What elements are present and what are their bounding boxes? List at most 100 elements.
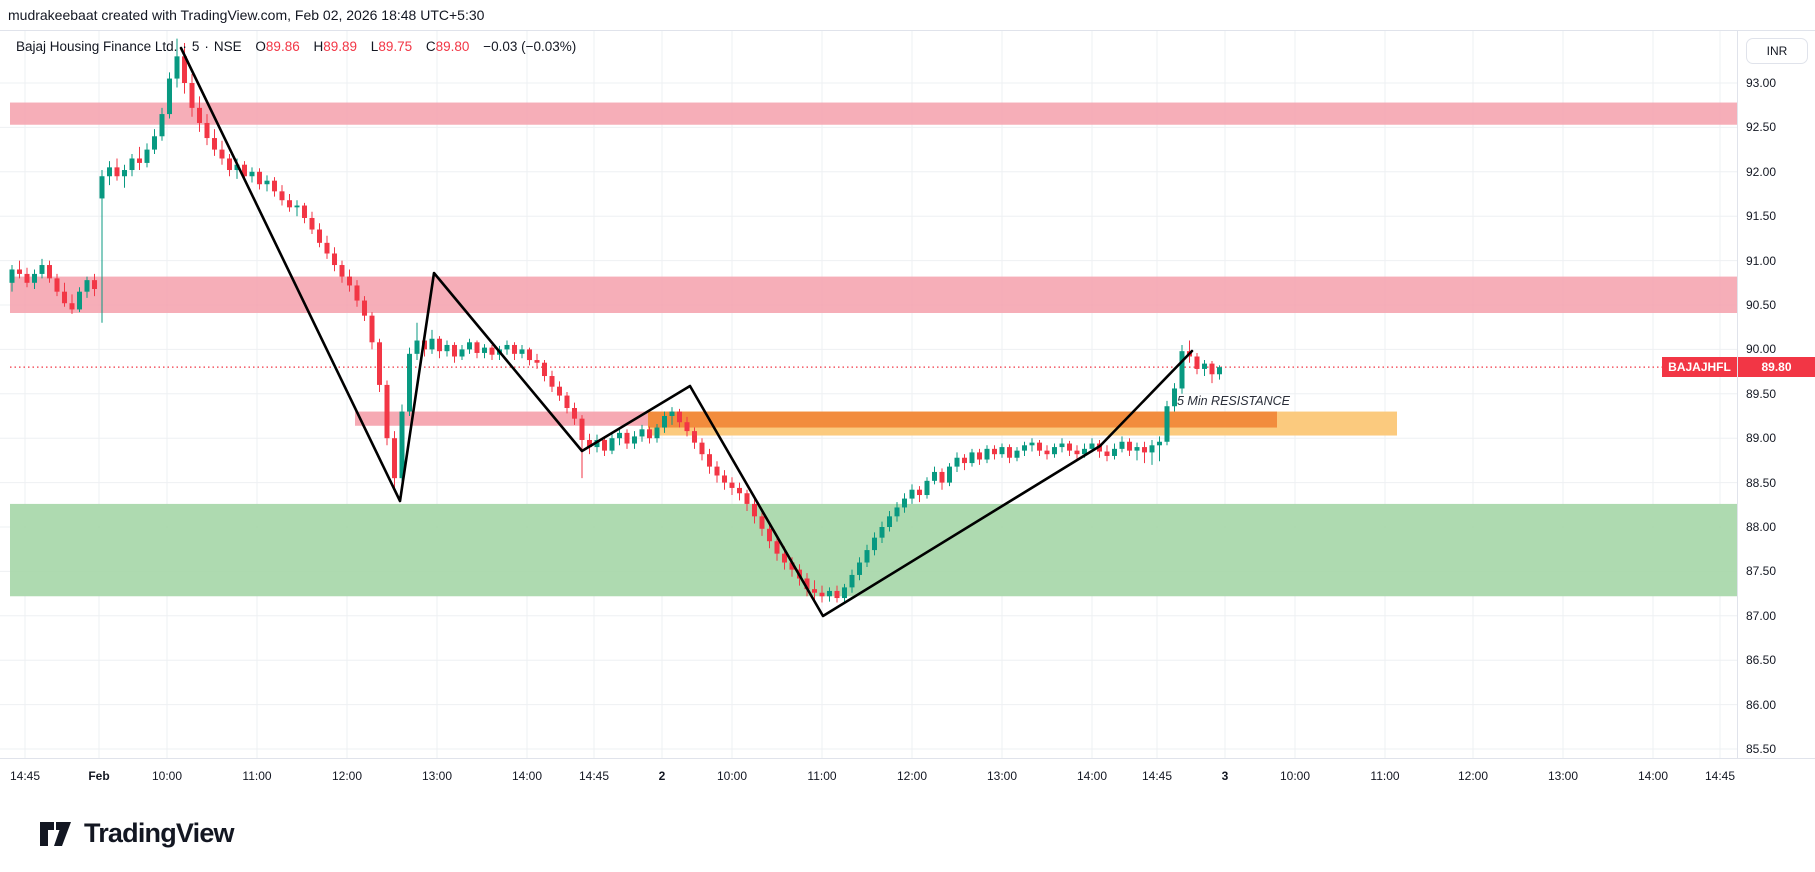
candle-body: [782, 553, 787, 563]
time-tick-label: 10:00: [1279, 769, 1311, 783]
candle-body: [384, 384, 390, 439]
candle-body: [444, 344, 450, 352]
time-tick-label: 14:00: [1637, 769, 1669, 783]
symbol-title[interactable]: Bajaj Housing Finance Ltd.: [16, 39, 178, 54]
candle-body: [534, 360, 540, 363]
candlestick-chart[interactable]: [0, 31, 1737, 759]
open-label: O: [255, 39, 266, 54]
time-tick-label: 13:00: [1547, 769, 1579, 783]
candle-body: [1067, 443, 1072, 451]
candle-body: [54, 278, 60, 292]
tradingview-logo-icon: [40, 821, 74, 846]
time-tick-label: 14:45: [1141, 769, 1173, 783]
candle-body: [114, 167, 120, 177]
candle-body: [774, 541, 780, 554]
attribution-text: mudrakeebaat created with TradingView.co…: [8, 7, 485, 23]
candle-body: [242, 164, 247, 177]
time-axis[interactable]: 14:45 Feb 10:00 11:00 12:00 13:00 14:00 14:45 2 1…: [0, 758, 1815, 795]
candle-body: [17, 269, 22, 274]
time-tick-label: 14:45: [578, 769, 610, 783]
candle-body: [347, 276, 352, 286]
candle-body: [1157, 441, 1162, 446]
candle-body: [399, 411, 405, 479]
candle-body: [894, 507, 900, 517]
candle-body: [212, 138, 217, 150]
candle-body: [317, 229, 322, 243]
exchange-name: NSE: [213, 39, 242, 54]
time-tick-label: 12:00: [331, 769, 363, 783]
candle-body: [684, 422, 690, 432]
candle-body: [624, 432, 630, 444]
candle-body: [879, 527, 885, 538]
candle-body: [587, 439, 592, 448]
candle-body: [939, 471, 945, 483]
candle-body: [1029, 442, 1035, 446]
candle-body: [999, 447, 1005, 455]
tradingview-logo[interactable]: TradingView: [40, 818, 235, 849]
candle-body: [752, 503, 757, 517]
candle-body: [1014, 450, 1020, 458]
candle-body: [984, 448, 990, 460]
candle-body: [1059, 443, 1065, 448]
candle-body: [602, 439, 607, 451]
candle-body: [542, 362, 547, 377]
open-value: 89.86: [265, 39, 300, 54]
candle-body: [174, 56, 180, 79]
candle-body: [699, 442, 705, 455]
candle-body: [1112, 448, 1117, 456]
price-tick-label: 91.00: [1746, 253, 1777, 268]
candle-body: [377, 342, 382, 385]
candle-body: [512, 344, 517, 354]
candle-body: [489, 347, 495, 355]
candle-body: [632, 436, 637, 444]
candle-body: [152, 136, 157, 150]
candle-body: [887, 516, 892, 527]
candle-body: [729, 482, 735, 488]
candle-body: [947, 466, 952, 483]
price-axis[interactable]: INR 93.00 92.50 92.00 91.50 91.00 90.50 90.00 8…: [1737, 30, 1815, 759]
candle-body: [1202, 363, 1207, 369]
candle-body: [1074, 450, 1080, 455]
candle-body: [24, 273, 30, 283]
candle-body: [309, 217, 315, 230]
candle-body: [767, 528, 772, 542]
interval-value[interactable]: 5: [191, 39, 200, 54]
candle-body: [1007, 447, 1012, 458]
candle-body: [362, 300, 367, 316]
candle-body: [9, 269, 15, 283]
candle-body: [482, 347, 487, 353]
candle-body: [707, 454, 712, 467]
candle-body: [474, 342, 480, 353]
price-tick-label: 85.50: [1746, 742, 1777, 756]
close-label: C: [425, 39, 436, 54]
candle-body: [122, 170, 127, 177]
chart-pane[interactable]: Bajaj Housing Finance Ltd. · 5 · NSE O89.86 …: [0, 30, 1737, 759]
change-value: −0.03 (−0.03%): [483, 39, 577, 54]
candle-body: [249, 171, 255, 177]
symbol-price-flag: BAJAJHFL: [1662, 357, 1737, 377]
candle-body: [557, 386, 562, 396]
candle-body: [954, 457, 960, 467]
candle-body: [1052, 447, 1057, 455]
candle-body: [1104, 451, 1110, 456]
price-tick-label: 87.00: [1746, 608, 1777, 623]
candle-body: [924, 480, 930, 496]
candle-body: [144, 149, 150, 163]
candle-body: [227, 158, 232, 171]
candle-body: [662, 416, 667, 428]
candle-body: [617, 432, 622, 439]
minor-resistance-pink: [355, 411, 648, 426]
candle-body: [392, 438, 397, 479]
candle-body: [1119, 441, 1125, 449]
candle-body: [969, 452, 975, 464]
candle-body: [917, 489, 922, 496]
price-tick-label: 89.00: [1746, 431, 1777, 446]
currency-button[interactable]: INR: [1746, 38, 1808, 64]
candle-body: [744, 493, 750, 504]
candle-body: [804, 578, 810, 590]
candle-body: [819, 592, 825, 597]
candle-body: [812, 589, 817, 593]
time-tick-label: 10:00: [716, 769, 748, 783]
price-tick-label: 90.50: [1746, 298, 1777, 312]
